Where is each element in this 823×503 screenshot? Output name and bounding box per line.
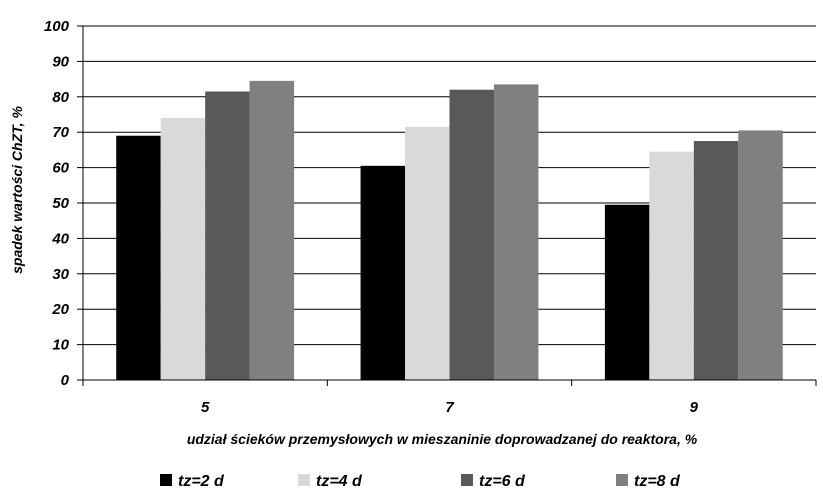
y-tick-label: 90 bbox=[52, 53, 69, 70]
bar-tz-2-d-cat-7 bbox=[360, 165, 406, 380]
bar-tz-6-d-cat-5 bbox=[205, 91, 250, 381]
x-tick-label: 5 bbox=[201, 399, 210, 416]
x-tick-label: 7 bbox=[445, 399, 454, 416]
bar-tz-6-d-cat-9 bbox=[693, 141, 739, 380]
legend: tz=2 d tz=4 d tz=6 d tz=8 d bbox=[160, 473, 681, 490]
bar-tz-2-d-cat-9 bbox=[604, 204, 650, 380]
y-tick-label: 20 bbox=[51, 301, 69, 318]
y-tick-label: 40 bbox=[51, 230, 69, 247]
legend-label: tz=2 d bbox=[178, 473, 225, 490]
y-tick-label: 0 bbox=[61, 372, 70, 389]
legend-label: tz=8 d bbox=[634, 473, 681, 490]
bar-tz-4-d-cat-5 bbox=[160, 118, 206, 380]
bar-tz-8-d-cat-5 bbox=[249, 80, 295, 381]
legend-swatch bbox=[461, 474, 473, 486]
bar-tz-4-d-cat-7 bbox=[405, 126, 450, 380]
legend-label: tz=6 d bbox=[479, 473, 526, 490]
bar-tz-6-d-cat-7 bbox=[449, 89, 494, 380]
y-tick-label: 100 bbox=[44, 18, 70, 35]
bar-tz-8-d-cat-7 bbox=[493, 84, 539, 380]
bars bbox=[116, 80, 783, 381]
legend-swatch bbox=[298, 474, 310, 486]
x-axis-title: udział ścieków przemysłowych w mieszanin… bbox=[187, 431, 698, 447]
x-tick-label: 9 bbox=[690, 399, 699, 416]
y-tick-label: 60 bbox=[52, 160, 69, 177]
bar-tz-2-d-cat-5 bbox=[116, 135, 161, 380]
y-tick-labels: 0 10 20 30 40 50 60 70 80 90 100 bbox=[44, 18, 83, 389]
y-axis-title: spadek wartości ChZT, % bbox=[9, 106, 25, 274]
legend-swatch bbox=[616, 474, 628, 486]
y-tick-label: 30 bbox=[52, 266, 69, 283]
bar-tz-8-d-cat-9 bbox=[738, 130, 783, 380]
legend-swatch bbox=[160, 474, 172, 486]
y-tick-label: 50 bbox=[52, 195, 69, 212]
legend-label: tz=4 d bbox=[316, 473, 363, 490]
y-tick-label: 80 bbox=[52, 89, 69, 106]
bar-tz-4-d-cat-9 bbox=[649, 151, 694, 380]
y-tick-label: 10 bbox=[52, 337, 69, 354]
x-tick-labels: 5 7 9 bbox=[82, 380, 817, 416]
y-tick-label: 70 bbox=[52, 124, 69, 141]
